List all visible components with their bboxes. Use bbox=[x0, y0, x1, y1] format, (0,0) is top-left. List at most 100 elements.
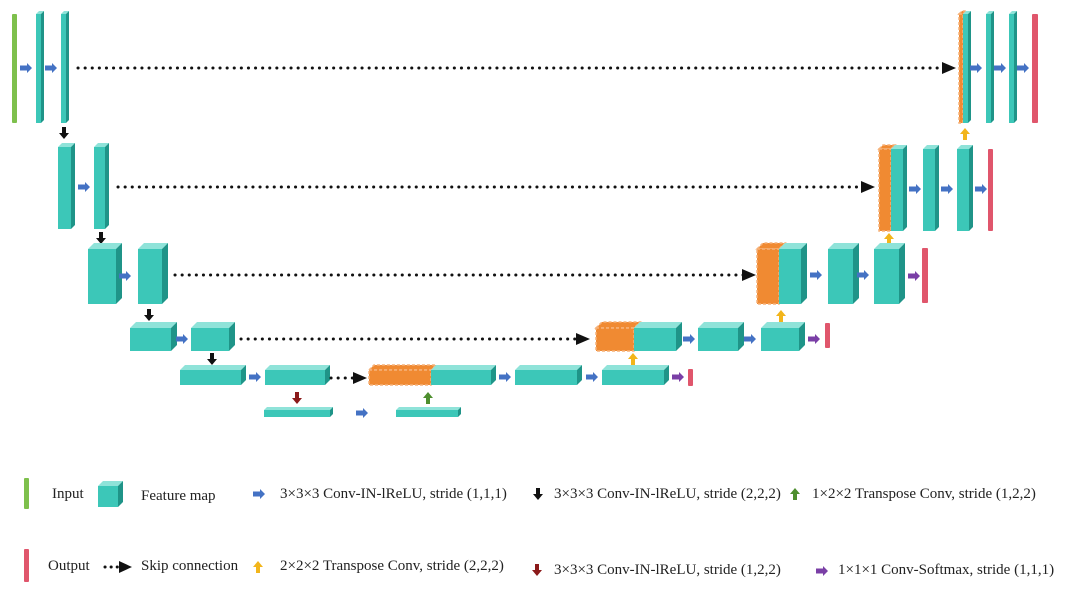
cube-side bbox=[118, 481, 123, 507]
cube-side bbox=[458, 407, 461, 417]
cube-top bbox=[963, 11, 971, 14]
cube-front bbox=[986, 14, 991, 123]
cube-top bbox=[88, 243, 122, 249]
cube-front bbox=[94, 147, 105, 229]
cube-top bbox=[431, 365, 496, 370]
cube-front bbox=[431, 370, 491, 385]
feature-map bbox=[602, 365, 669, 385]
feature-map bbox=[698, 322, 744, 351]
conv-arrow bbox=[20, 63, 32, 73]
legend-transpose-122-arrow bbox=[790, 488, 800, 500]
cube-front bbox=[88, 249, 116, 304]
cube-top bbox=[94, 143, 109, 147]
feature-map bbox=[36, 11, 44, 123]
conv-arrow bbox=[994, 63, 1006, 73]
conv-arrow bbox=[909, 184, 921, 194]
cube-front bbox=[396, 410, 458, 417]
cube-front bbox=[874, 249, 899, 304]
cube-front bbox=[779, 249, 801, 304]
cube-front bbox=[264, 410, 330, 417]
feature-map bbox=[180, 365, 246, 385]
feature-map bbox=[396, 407, 461, 417]
cube-front bbox=[265, 370, 325, 385]
cube-top bbox=[923, 145, 939, 149]
cube-side bbox=[968, 11, 971, 123]
conv-arrow bbox=[970, 63, 982, 73]
feature-map bbox=[191, 322, 235, 351]
output-bar bbox=[988, 149, 993, 231]
cube-front bbox=[98, 486, 118, 507]
cube-top bbox=[761, 322, 805, 328]
softmax-arrow bbox=[808, 334, 820, 344]
cube-top bbox=[515, 365, 582, 370]
cube-side bbox=[801, 243, 807, 304]
cube-side bbox=[491, 365, 496, 385]
cube-top bbox=[634, 322, 682, 328]
legend-skip-arrowhead bbox=[119, 561, 132, 573]
conv-arrow bbox=[176, 334, 188, 344]
cube-side bbox=[664, 365, 669, 385]
output-bar bbox=[1032, 14, 1038, 123]
cube-top bbox=[264, 407, 333, 410]
feature-map bbox=[891, 145, 907, 231]
softmax-arrow bbox=[908, 271, 920, 281]
output-bar bbox=[825, 323, 830, 348]
cube-side bbox=[991, 11, 994, 123]
cube-side bbox=[577, 365, 582, 385]
conv-arrow bbox=[78, 182, 90, 192]
concat-front bbox=[958, 13, 964, 124]
cube-front bbox=[891, 149, 903, 231]
feature-map bbox=[265, 365, 330, 385]
legend-conv-stride-222-label: 3×3×3 Conv-IN-lReLU, stride (2,2,2) bbox=[554, 486, 781, 502]
legend-transpose-222-arrow bbox=[253, 561, 263, 573]
input-bar bbox=[12, 14, 17, 123]
cube-front bbox=[61, 14, 66, 123]
feature-map bbox=[94, 143, 109, 229]
cube-side bbox=[799, 322, 805, 351]
legend-input-label: Input bbox=[52, 486, 84, 502]
concat-front bbox=[595, 327, 635, 352]
cube-top bbox=[828, 243, 859, 249]
cube-front bbox=[138, 249, 162, 304]
cube-top bbox=[1009, 11, 1017, 14]
cube-top bbox=[58, 143, 75, 147]
cube-top bbox=[957, 145, 973, 149]
cube-front bbox=[634, 328, 676, 351]
conv-arrow bbox=[586, 372, 598, 382]
feature-map bbox=[986, 11, 994, 123]
network-diagram bbox=[12, 10, 1038, 418]
cube-front bbox=[1009, 14, 1014, 123]
conv-stride-122-arrow bbox=[292, 392, 302, 404]
cube-front bbox=[602, 370, 664, 385]
downsample-arrow bbox=[207, 353, 217, 365]
legend-input-bar bbox=[24, 478, 29, 509]
cube-side bbox=[969, 145, 973, 231]
concat-feature-map bbox=[957, 10, 968, 124]
cube-side bbox=[105, 143, 109, 229]
legend-conv-stride-122-label: 3×3×3 Conv-IN-lReLU, stride (1,2,2) bbox=[554, 562, 781, 578]
conv-arrow bbox=[119, 271, 131, 281]
cube-top bbox=[180, 365, 246, 370]
legend-feature-map-cube bbox=[98, 481, 123, 507]
legend-downsample-arrow bbox=[533, 488, 543, 500]
skip-connection-arrowhead bbox=[942, 62, 956, 74]
cube-side bbox=[66, 11, 69, 123]
concat-top bbox=[594, 321, 642, 329]
conv-arrow bbox=[857, 270, 869, 280]
cube-side bbox=[241, 365, 246, 385]
cube-top bbox=[191, 322, 235, 328]
conv-arrow bbox=[683, 334, 695, 344]
skip-connection-arrowhead bbox=[742, 269, 756, 281]
feature-map bbox=[130, 322, 177, 351]
cube-top bbox=[61, 11, 69, 14]
cube-side bbox=[853, 243, 859, 304]
concat-front bbox=[878, 148, 892, 232]
conv-arrow bbox=[744, 334, 756, 344]
cube-side bbox=[41, 11, 44, 123]
cube-top bbox=[36, 11, 44, 14]
conv-arrow bbox=[499, 372, 511, 382]
feature-map bbox=[957, 145, 973, 231]
cube-side bbox=[171, 322, 177, 351]
cube-front bbox=[58, 147, 71, 229]
